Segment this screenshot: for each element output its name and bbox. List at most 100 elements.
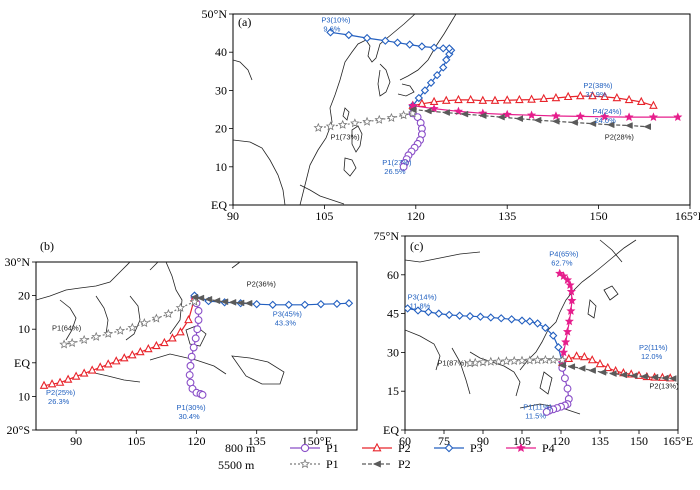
series-p1_800 [542,363,573,416]
panel-c-frame [404,235,679,431]
x-tick-label: 90 [227,209,239,223]
legend-item-p3_800: P3 [434,441,483,455]
point-p3_800 [344,30,353,40]
point-p4_800 [600,111,610,121]
point-p2_5500 [588,367,596,374]
point-p3_800 [426,78,436,87]
point-p1_800 [185,371,194,379]
point-p2_800 [79,368,89,377]
point-p2_800 [39,380,49,389]
point-p2_5500 [212,297,221,305]
point-p2_5500 [497,113,505,121]
point-p3_800 [316,299,326,309]
panel-a-frame [232,13,691,206]
series-line-p1_5500 [63,301,195,346]
x-tick-label: 90 [70,434,82,448]
point-p2_5500 [478,112,487,119]
point-p1_5500 [163,308,174,319]
point-p3_800 [268,300,277,309]
point-p1_800 [186,361,195,370]
point-p3_800 [429,43,439,52]
point-p2_800 [600,91,610,101]
point-p2_5500 [551,117,560,125]
legend-label: P1 [326,457,339,471]
point-p4_800 [561,337,571,346]
point-p1_5500 [478,357,488,367]
annotation-label: P2(13%) [649,382,679,391]
point-p2_800 [502,95,512,104]
x-tick-label: 150°E [302,434,332,448]
point-p3_800 [332,299,342,309]
point-p1_5500 [509,355,519,366]
point-p2_800 [580,351,589,361]
panel-b-label: (b) [40,239,54,253]
x-tick-label: 150 [630,434,648,448]
point-p2_800 [71,371,81,380]
legend-item-p2_800: P2 [362,441,411,455]
point-p2_800 [454,94,463,104]
point-p2_5500 [629,372,638,380]
point-p1_5500 [325,121,336,131]
point-p4_800 [559,347,569,357]
y-tick-label: EQ [211,198,227,212]
point-p3_800 [445,310,454,320]
point-p3_800 [405,304,412,313]
series-line-p2_5500 [562,364,673,380]
series-p3_800 [326,28,456,110]
x-tick-label: 105 [127,434,145,448]
legend-label: P4 [542,441,555,455]
annotation-percent: 26.3% [48,397,70,406]
point-p3_800 [497,314,506,323]
point-p3_800 [486,313,495,322]
y-tick-label: 20 [215,122,227,136]
panel-a-ticks: 90 105 120 135 150 165°E EQ 10 20 30 40 50°N [202,7,700,223]
point-p2_800 [55,377,65,386]
y-tick-label: EQ [14,356,30,370]
point-p2_800 [160,337,169,347]
point-p2_800 [95,362,105,371]
point-p1_5500 [465,358,475,368]
panel-c-series [405,268,677,416]
annotation-percent: 9.6% [323,24,340,33]
series-p2_800 [408,91,658,109]
series-p2_5500 [408,106,651,131]
legend-marker-p4_800 [516,443,526,453]
annotation-label: P1(27%) [382,158,412,167]
point-p1_800 [193,325,202,334]
point-p2_5500 [588,120,597,128]
point-p2_800 [587,355,597,364]
y-tick-label: 50°N [202,7,228,21]
annotation-label: P1(64%) [52,324,82,333]
point-p2_800 [184,314,193,324]
x-tick-label: 105 [315,209,333,223]
y-tick-label: 45 [387,307,399,321]
point-p1_800 [194,306,203,315]
point-p2_800 [572,351,581,360]
point-p3_800 [549,331,558,340]
point-p1_5500 [350,118,360,128]
point-p1_5500 [517,355,527,365]
point-p2_800 [612,92,622,102]
legend-label: P1 [326,441,339,455]
point-p2_5500 [598,368,607,376]
point-p4_800 [567,295,577,305]
panel-b-annotations: P2(36%) P3(45%)43.3% P1(64%) P2(25%)26.3% P1… [46,279,302,421]
point-p2_5500 [619,371,628,379]
point-p2_5500 [625,122,633,129]
point-p2_5500 [533,116,542,124]
point-p1_800 [560,374,569,383]
point-p1_800 [187,352,196,361]
point-p2_5500 [668,375,677,382]
point-p4_800 [566,286,576,296]
point-p2_800 [152,340,161,350]
annotation-label: P3(14%) [408,292,438,301]
point-p2_800 [564,353,574,363]
point-p1_5500 [386,112,397,122]
point-p1_5500 [127,322,138,332]
point-p3_800 [420,86,430,95]
point-p3_800 [541,323,550,333]
point-p4_800 [648,112,658,122]
series-p1_5500 [59,296,200,349]
panel-c-ticks: 60 75 90 105 120 135 150 165°E EQ 15 30 45 60 75°N [374,229,694,448]
